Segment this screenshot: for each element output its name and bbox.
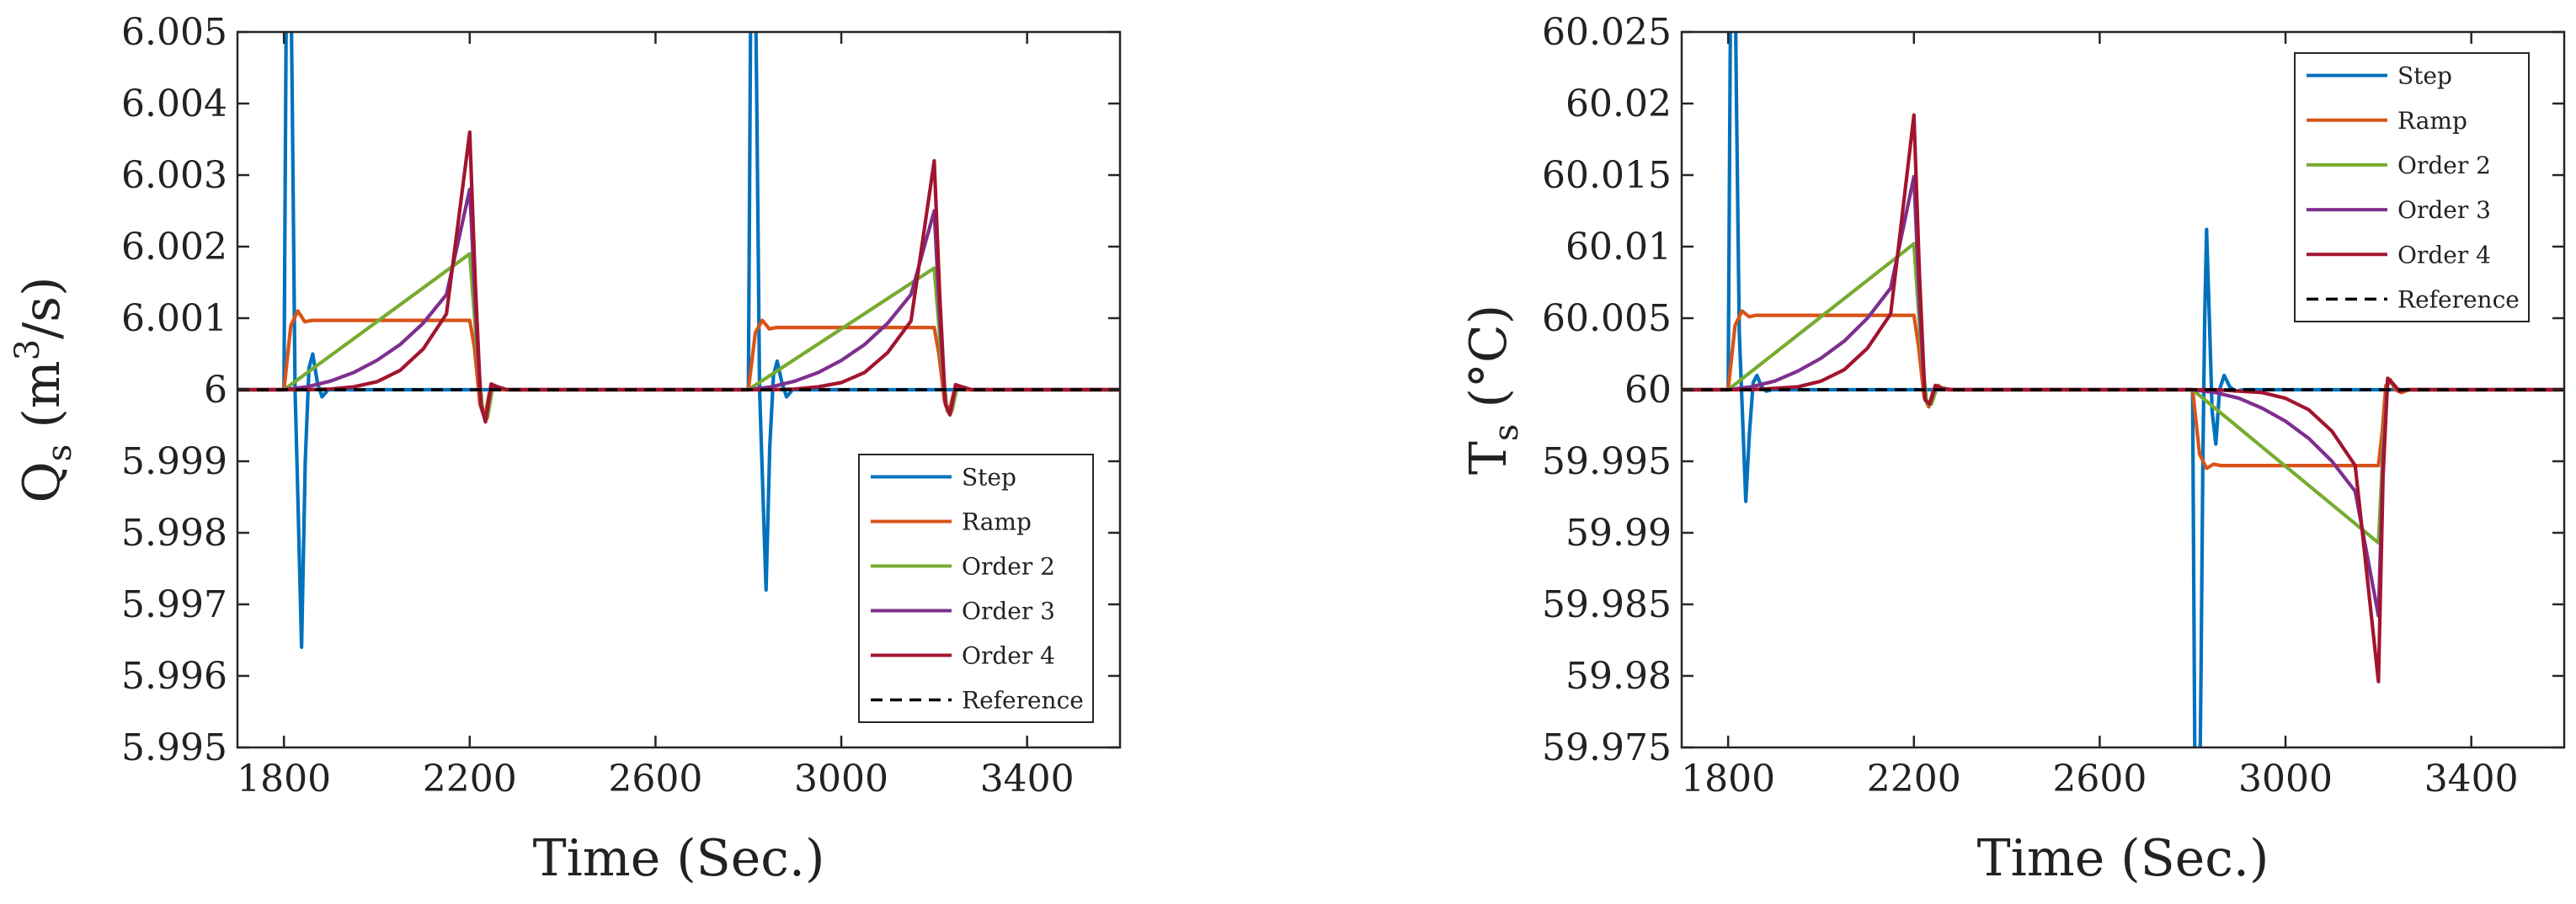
x-axis-title: Time (Sec.) [533,829,825,888]
x-tick-label: 2600 [608,758,702,800]
x-tick-label: 2200 [1867,758,1961,800]
legend-label-ramp: Ramp [2397,107,2467,135]
y-axis-unit-superscript: 3 [8,339,47,360]
y-tick-label: 59.995 [1542,440,1672,483]
legend-label-order-3: Order 3 [2397,196,2491,224]
legend-label-order-3: Order 3 [962,598,1055,625]
y-tick-label: 6.001 [121,297,227,340]
y-axis-unit: (m [13,360,72,444]
y-axis-symbol: Q [13,461,72,503]
y-tick-label: 60.015 [1542,154,1672,197]
y-axis-subscript: s [40,444,79,462]
y-tick-label: 5.998 [121,512,227,555]
legend-box [2294,52,2530,322]
y-axis-title: Ts (°C) [1459,305,1526,475]
y-tick-label: 6.002 [121,226,227,269]
y-tick-label: 59.99 [1565,512,1672,555]
legend: Step Ramp Order 2 Order 3 Order 4 Reference [858,454,1094,723]
x-tick-label: 3000 [2238,758,2333,800]
x-tick-label: 2600 [2052,758,2147,800]
y-tick-label: 6.003 [121,154,227,197]
x-tick-label: 1800 [1681,758,1775,800]
y-tick-label: 5.996 [121,655,227,698]
series-group [1682,32,2564,747]
y-tick-label: 5.997 [121,583,227,626]
y-tick-label: 6 [204,369,227,412]
y-tick-label: 59.985 [1542,583,1672,626]
y-axis-unit-suffix: /s) [13,277,72,339]
legend-label-order-2: Order 2 [962,553,1055,581]
y-tick-label: 6.005 [121,11,227,54]
y-tick-label: 59.98 [1565,655,1672,698]
y-tick-label: 60.025 [1542,11,1672,54]
y-tick-label: 60.02 [1565,82,1672,125]
y-axis-subscript: s [1487,424,1526,442]
series-group [237,32,1120,650]
legend-label-ramp: Ramp [962,508,1032,536]
x-tick-label: 1800 [237,758,331,800]
y-axis-unit: (°C) [1459,305,1518,424]
y-tick-label: 6.004 [121,82,227,125]
chart-left-plot: 1800 2200 2600 3000 3400 5.995 5.996 5.997 5.998… [8,11,1122,888]
x-tick-label: 2200 [423,758,517,800]
legend-label-reference: Reference [962,687,1084,715]
y-tick-label: 60 [1624,369,1672,412]
series-line-order-4 [237,130,1120,424]
x-tick-label: 3400 [980,758,1075,800]
legend-label-step: Step [2397,62,2452,90]
y-axis-symbol: T [1459,441,1518,475]
y-tick-label: 60.005 [1542,297,1672,340]
y-axis-title: Qs (m3/s) [8,277,79,503]
legend-label-order-4: Order 4 [2397,241,2491,269]
x-tick-label: 3400 [2424,758,2519,800]
y-tick-label: 59.975 [1542,726,1672,769]
legend-label-order-2: Order 2 [2397,152,2491,179]
legend-label-order-4: Order 4 [962,642,1055,670]
legend-label-step: Step [962,464,1016,492]
y-tick-label: 5.999 [121,440,227,483]
legend-label-reference: Reference [2397,285,2520,313]
chart-right-plot: 1800 2200 2600 3000 3400 59.975 59.98 59.985 59.… [1459,11,2566,888]
y-tick-label: 5.995 [121,726,227,769]
x-tick-label: 3000 [794,758,888,800]
legend-box [858,454,1094,723]
legend: Step Ramp Order 2 Order 3 Order 4 Reference [2294,52,2530,322]
y-tick-label: 60.01 [1565,226,1672,269]
x-axis-title: Time (Sec.) [1977,829,2269,888]
